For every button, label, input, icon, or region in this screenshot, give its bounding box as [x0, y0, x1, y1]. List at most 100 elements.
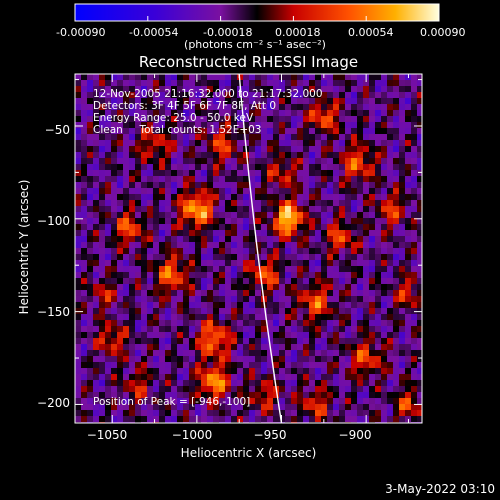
heatmap-cell [327, 128, 334, 135]
heatmap-cell [201, 242, 208, 249]
heatmap-cell [345, 278, 352, 285]
heatmap-cell [219, 296, 226, 303]
heatmap-cell [387, 74, 394, 81]
heatmap-cell [339, 410, 346, 417]
heatmap-cell [351, 164, 358, 171]
heatmap-cell [117, 362, 124, 369]
heatmap-cell [387, 368, 394, 375]
heatmap-cell [147, 356, 154, 363]
heatmap-cell [273, 152, 280, 159]
heatmap-cell [165, 140, 172, 147]
heatmap-cell [213, 86, 220, 93]
heatmap-cell [255, 302, 262, 309]
heatmap-cell [297, 86, 304, 93]
heatmap-cell [387, 200, 394, 207]
heatmap-cell [381, 200, 388, 207]
heatmap-cell [321, 338, 328, 345]
heatmap-cell [273, 290, 280, 297]
heatmap-cell [207, 230, 214, 237]
heatmap-cell [159, 338, 166, 345]
heatmap-cell [81, 248, 88, 255]
heatmap-cell [135, 302, 142, 309]
heatmap-cell [363, 92, 370, 99]
heatmap-cell [417, 296, 422, 303]
heatmap-cell [135, 296, 142, 303]
heatmap-cell [327, 92, 334, 99]
heatmap-cell [417, 350, 422, 357]
heatmap-cell [201, 200, 208, 207]
heatmap-cell [315, 128, 322, 135]
heatmap-cell [81, 284, 88, 291]
heatmap-cell [123, 152, 130, 159]
heatmap-cell [363, 338, 370, 345]
heatmap-cell [267, 320, 274, 327]
heatmap-cell [111, 152, 118, 159]
heatmap-cell [357, 290, 364, 297]
heatmap-cell [237, 140, 244, 147]
heatmap-cell [291, 176, 298, 183]
heatmap-cell [165, 176, 172, 183]
heatmap-cell [357, 272, 364, 279]
heatmap-cell [153, 248, 160, 255]
heatmap-cell [417, 380, 422, 387]
heatmap-cell [213, 80, 220, 87]
heatmap-cell [351, 140, 358, 147]
heatmap-cell [237, 386, 244, 393]
heatmap-cell [231, 302, 238, 309]
heatmap-cell [87, 182, 94, 189]
heatmap-cell [315, 98, 322, 105]
heatmap-cell [321, 308, 328, 315]
heatmap-cell [117, 266, 124, 273]
heatmap-cell [333, 86, 340, 93]
heatmap-cell [261, 314, 268, 321]
heatmap-cell [339, 152, 346, 159]
heatmap-cell [285, 272, 292, 279]
heatmap-cell [345, 230, 352, 237]
heatmap-cell [219, 284, 226, 291]
heatmap-cell [75, 188, 82, 195]
heatmap-cell [237, 374, 244, 381]
heatmap-cell [87, 380, 94, 387]
heatmap-cell [387, 218, 394, 225]
heatmap-cell [99, 248, 106, 255]
heatmap-cell [135, 350, 142, 357]
heatmap-cell [75, 92, 82, 99]
heatmap-cell [183, 338, 190, 345]
heatmap-cell [219, 152, 226, 159]
heatmap-cell [111, 170, 118, 177]
heatmap-cell [417, 188, 422, 195]
heatmap-cell [411, 362, 418, 369]
heatmap-cell [231, 416, 238, 423]
heatmap-cell [333, 176, 340, 183]
heatmap-cell [357, 248, 364, 255]
heatmap-cell [141, 392, 148, 399]
heatmap-cell [315, 356, 322, 363]
heatmap-cell [219, 338, 226, 345]
heatmap-cell [279, 146, 286, 153]
heatmap-cell [165, 200, 172, 207]
heatmap-cell [411, 338, 418, 345]
heatmap-cell [225, 326, 232, 333]
heatmap-cell [147, 242, 154, 249]
heatmap-cell [225, 368, 232, 375]
heatmap-cell [135, 356, 142, 363]
heatmap-cell [165, 380, 172, 387]
heatmap-cell [75, 272, 82, 279]
heatmap-cell [237, 176, 244, 183]
heatmap-cell [387, 404, 394, 411]
heatmap-cell [189, 212, 196, 219]
heatmap-cell [117, 80, 124, 87]
heatmap-cell [141, 164, 148, 171]
heatmap-cell [363, 164, 370, 171]
heatmap-cell [345, 374, 352, 381]
heatmap-cell [387, 230, 394, 237]
heatmap-cell [189, 128, 196, 135]
heatmap-cell [123, 290, 130, 297]
heatmap-cell [255, 230, 262, 237]
heatmap-cell [81, 200, 88, 207]
heatmap-cell [183, 356, 190, 363]
heatmap-cell [393, 278, 400, 285]
heatmap-cell [75, 266, 82, 273]
heatmap-cell [123, 116, 130, 123]
heatmap-cell [261, 128, 268, 135]
